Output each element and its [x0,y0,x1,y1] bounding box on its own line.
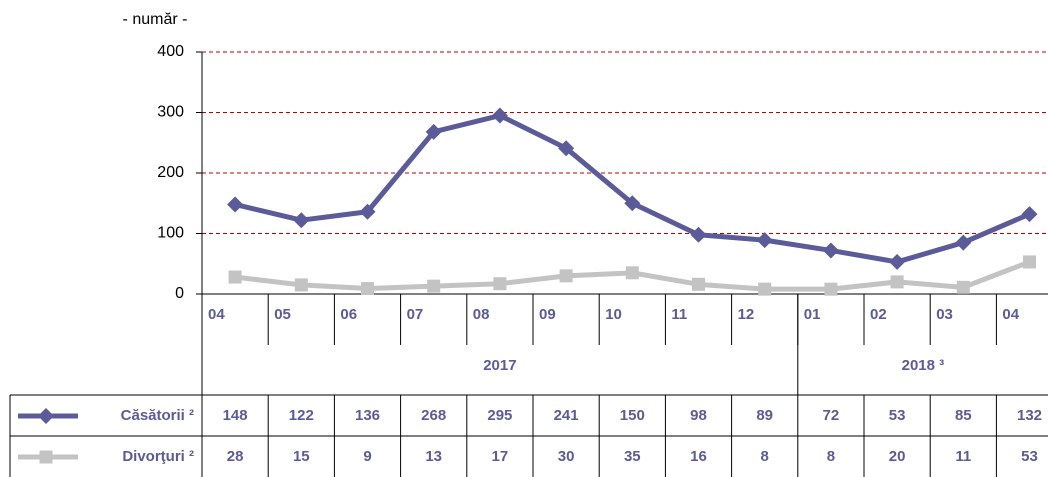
table-value: 72 [823,407,840,424]
x-tick-label: 01 [804,306,821,323]
table-value: 13 [425,448,442,465]
table-value: 9 [363,448,371,465]
marker [1021,206,1038,223]
y-tick-label: 100 [157,225,184,242]
y-axis-label: - număr - [123,11,188,28]
table-value: 17 [492,448,509,465]
legend-marker [38,408,54,424]
table-value: 268 [421,407,446,424]
x-tick-label: 03 [936,306,953,323]
marker [956,280,970,294]
marker [293,212,310,229]
table-value: 53 [889,407,906,424]
marker [1023,255,1036,269]
marker [559,269,573,283]
marker [690,226,707,243]
group-label: 2018 ³ [902,357,945,374]
marker [558,140,575,157]
x-tick-label: 09 [539,306,556,323]
marker [624,195,641,212]
group-label: 2017 [483,357,516,374]
marker [758,282,772,296]
table-value: 122 [289,407,314,424]
table-value: 132 [1017,407,1042,424]
marker [228,270,242,284]
legend-marker [39,450,53,464]
legend-label: Divorţuri ² [122,448,194,465]
marker [491,107,508,124]
marker [427,279,441,293]
table-value: 8 [827,448,835,465]
table-value: 85 [955,407,972,424]
table-value: 53 [1021,448,1038,465]
table-value: 295 [487,407,512,424]
marker [955,234,972,251]
marker [294,278,308,292]
marker [692,277,705,291]
x-tick-label: 06 [340,306,357,323]
x-tick-label: 08 [473,306,490,323]
x-tick-label: 11 [671,306,687,323]
marker [822,242,839,259]
table-value: 148 [223,407,248,424]
x-tick-label: 12 [738,306,755,323]
line [234,113,1031,265]
y-tick-label: 200 [157,164,184,181]
table-value: 8 [761,448,769,465]
x-tick-label: 10 [605,306,622,323]
x-tick-label: 07 [407,306,424,323]
marker [425,123,442,140]
legend-label: Căsătorii ² [121,407,194,424]
table-value: 11 [955,448,971,465]
table-value: 30 [558,448,575,465]
marker [889,253,906,270]
table-value: 241 [554,407,579,424]
marker [493,277,507,291]
x-tick-label: 02 [870,306,887,323]
marker [625,266,639,280]
table-value: 15 [293,448,310,465]
marker [756,232,773,249]
x-tick-label: 05 [274,306,291,323]
marker [361,282,374,296]
marker [824,282,838,296]
x-tick-label: 04 [1002,306,1019,323]
table-value: 20 [889,448,906,465]
marker [890,275,904,289]
y-tick-label: 300 [157,104,184,121]
marker [227,196,244,213]
table-value: 89 [756,407,773,424]
table-value: 98 [690,407,707,424]
y-tick-label: 400 [157,43,184,60]
x-tick-label: 04 [208,306,225,323]
table-value: 150 [620,407,645,424]
marker [359,203,376,220]
table-value: 28 [227,448,244,465]
table-value: 136 [355,407,380,424]
table-value: 16 [690,448,707,465]
table-value: 35 [624,448,641,465]
y-tick-label: 0 [175,285,184,302]
